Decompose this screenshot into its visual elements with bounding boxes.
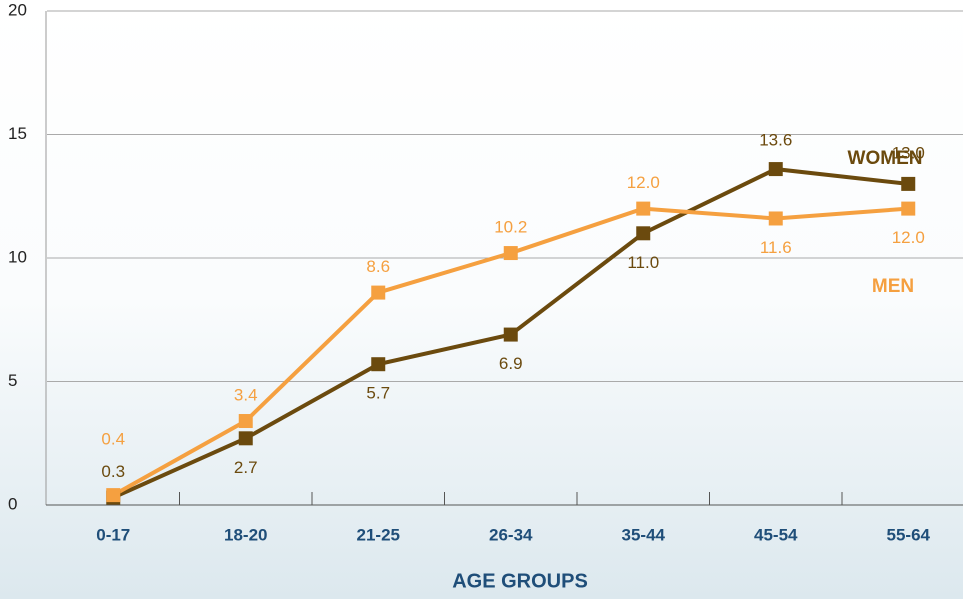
series-label: WOMEN	[848, 148, 923, 169]
marker	[238, 414, 253, 429]
marker	[371, 285, 386, 300]
marker	[768, 162, 783, 177]
marker	[371, 357, 386, 372]
data-label: 5.7	[366, 384, 390, 403]
marker	[106, 488, 121, 503]
y-tick-label: 0	[8, 494, 17, 513]
x-tick-label: 0-17	[96, 525, 130, 544]
data-label: 0.4	[101, 430, 125, 449]
y-tick-label: 5	[8, 371, 17, 390]
data-label: 0.3	[101, 462, 125, 481]
marker	[503, 327, 518, 342]
series-label: MEN	[872, 276, 914, 297]
data-label: 8.6	[366, 257, 390, 276]
x-tick-label: 35-44	[622, 525, 666, 544]
data-label: 6.9	[499, 354, 523, 373]
data-label: 11.0	[627, 253, 659, 272]
marker	[901, 176, 916, 191]
marker	[901, 201, 916, 216]
y-tick-label: 15	[8, 124, 27, 143]
y-tick-label: 20	[8, 0, 27, 19]
x-tick-label: 21-25	[357, 525, 400, 544]
marker	[503, 246, 518, 261]
data-label: 13.0	[892, 143, 925, 162]
x-axis-title: AGE GROUPS	[452, 570, 588, 592]
data-label: 12.0	[892, 228, 925, 247]
x-tick-label: 45-54	[754, 525, 798, 544]
data-label: 13.6	[759, 131, 792, 150]
x-tick-label: 18-20	[224, 525, 267, 544]
data-label: 2.7	[234, 458, 258, 477]
marker	[238, 431, 253, 446]
marker	[636, 201, 651, 216]
y-tick-label: 10	[8, 247, 27, 266]
x-tick-label: 26-34	[489, 525, 533, 544]
data-label: 3.4	[234, 386, 258, 405]
x-tick-label: 55-64	[887, 525, 931, 544]
data-label: 12.0	[627, 173, 660, 192]
marker	[636, 226, 651, 241]
marker	[768, 211, 783, 226]
data-label: 10.2	[494, 218, 527, 237]
data-label: 11.6	[760, 238, 792, 257]
